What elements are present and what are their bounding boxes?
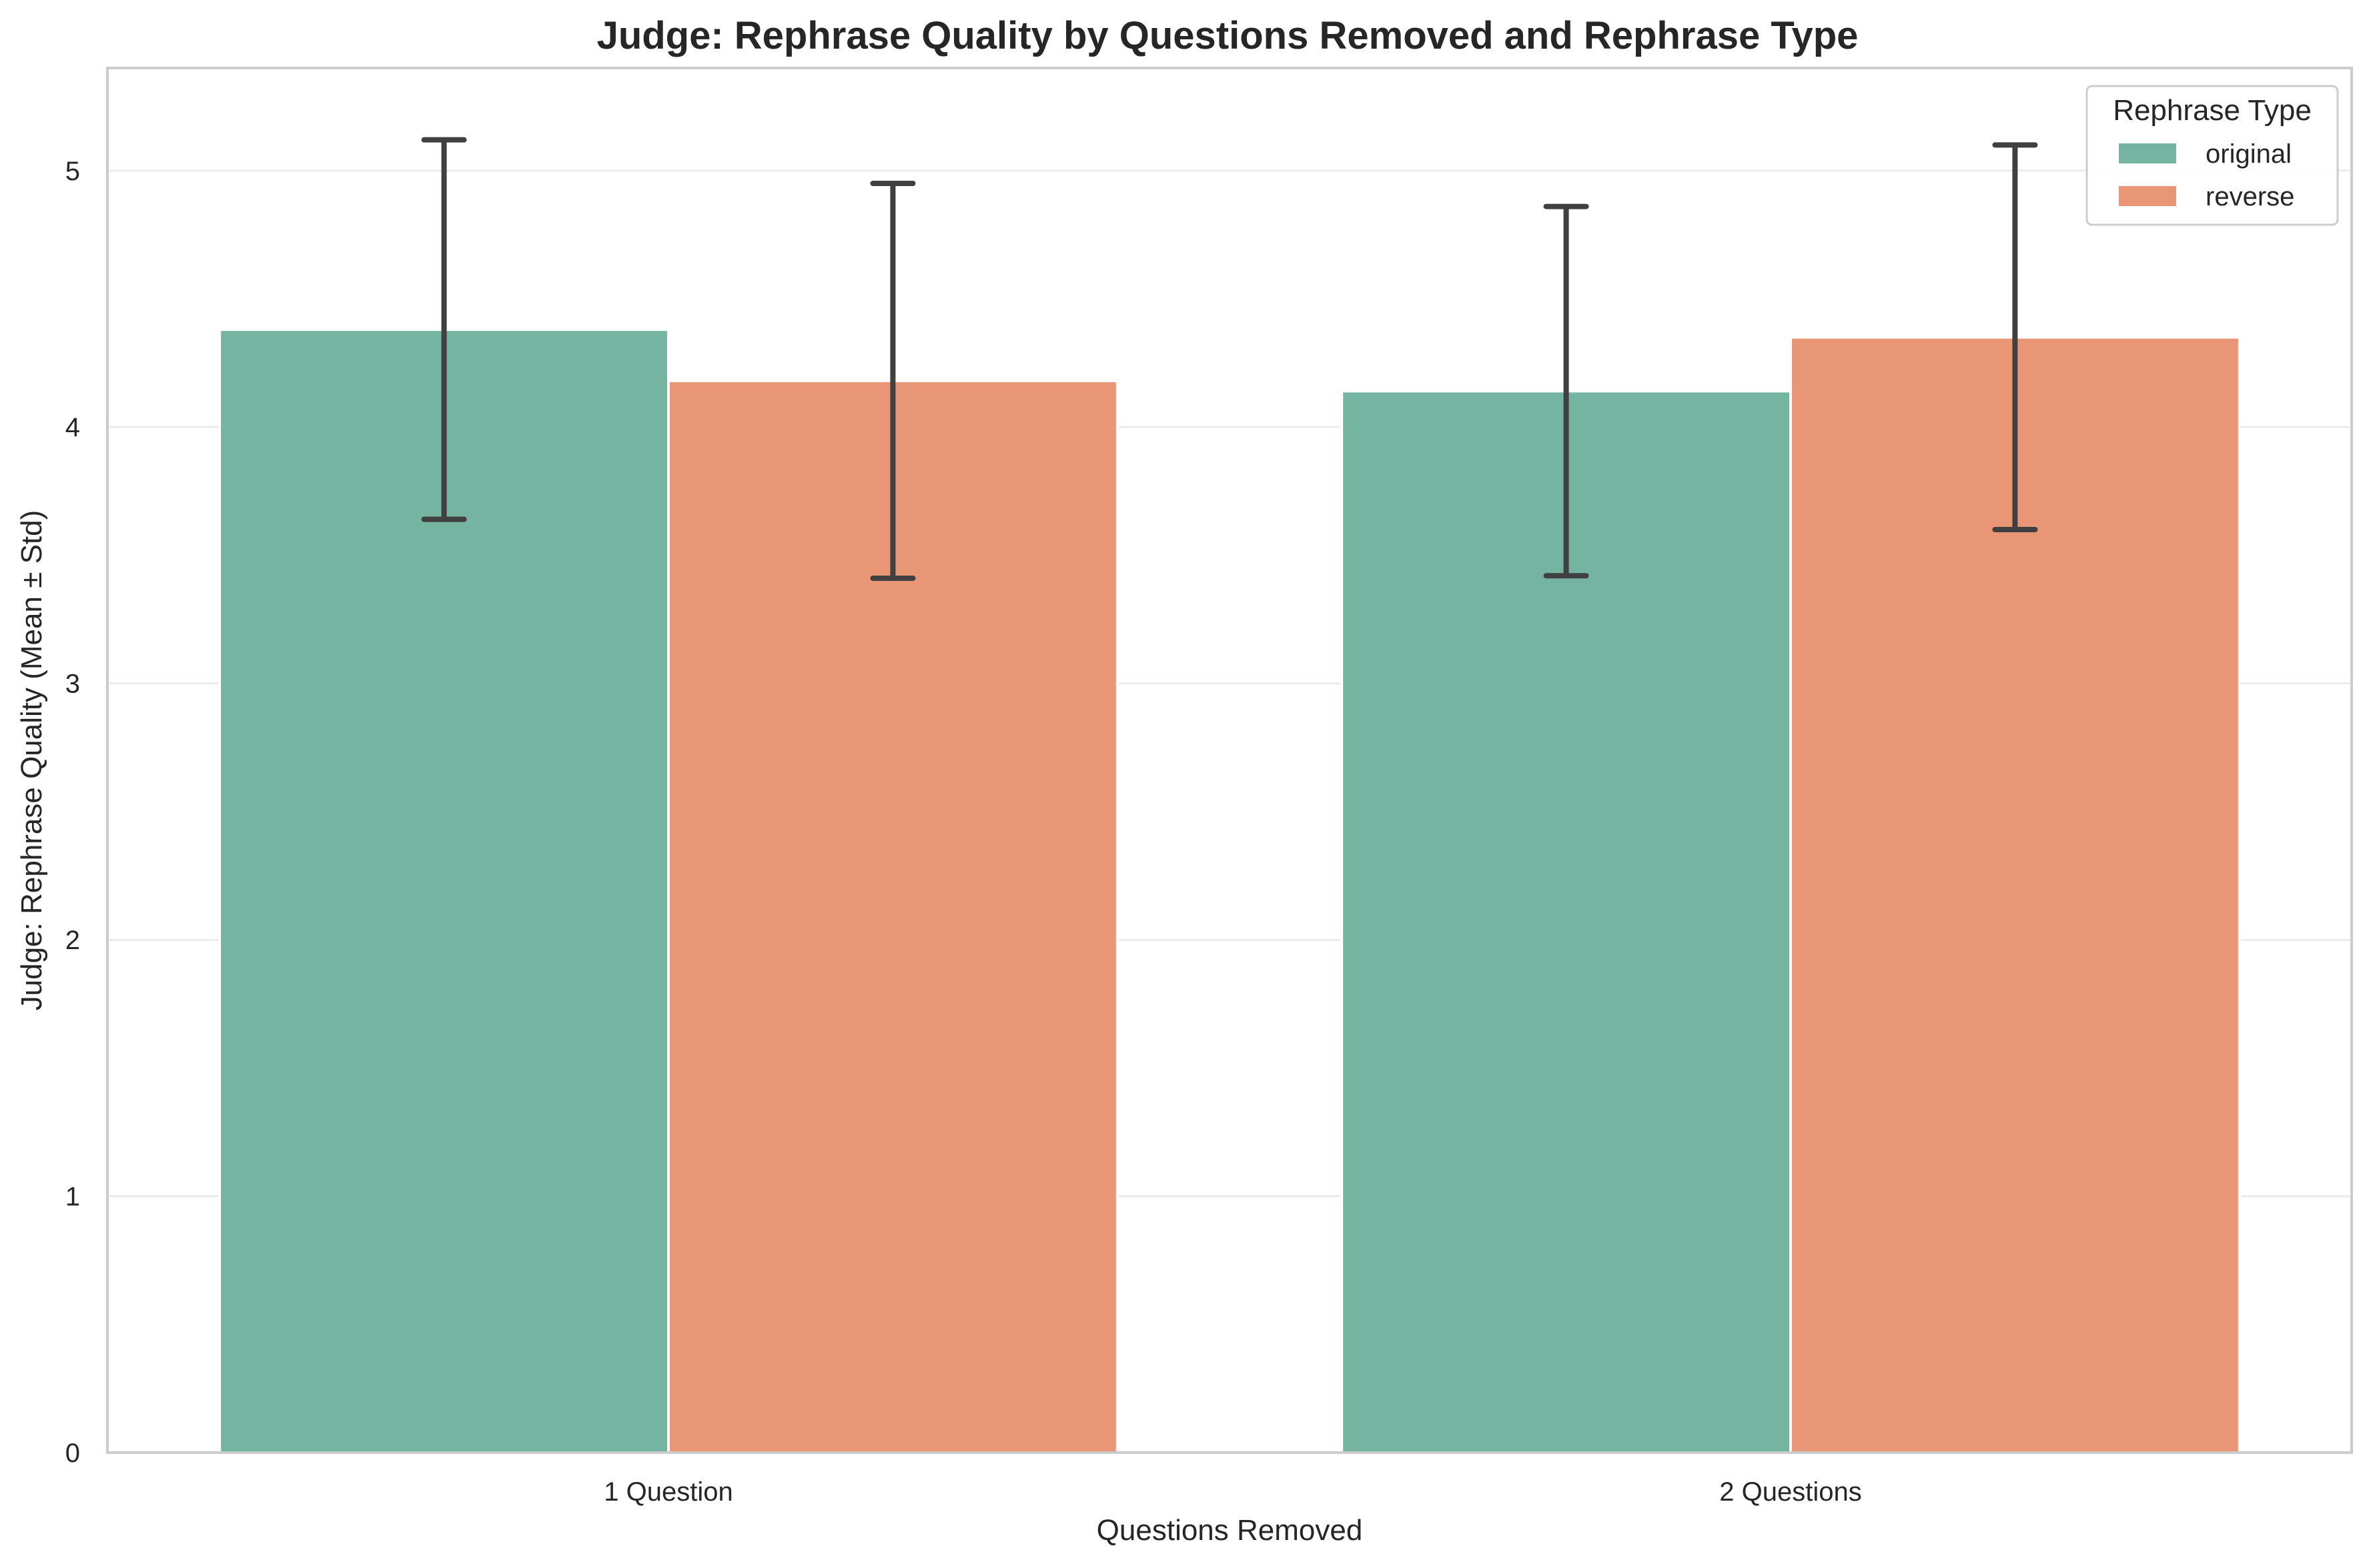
- bar-reverse-2: [1789, 335, 2241, 1455]
- y-tick-label: 4: [65, 413, 80, 442]
- chart-title: Judge: Rephrase Quality by Questions Rem…: [597, 14, 1859, 57]
- error-bar-original-2: [1543, 203, 1589, 579]
- x-tick-label: 1 Question: [604, 1477, 733, 1507]
- legend: Rephrase Type original reverse: [2085, 85, 2339, 226]
- error-bar-reverse-2: [1992, 142, 2038, 532]
- y-axis-ticks: 0 1 2 3 4 5: [65, 157, 80, 1468]
- legend-label-original: original: [2206, 139, 2292, 169]
- legend-items: original reverse: [2119, 139, 2294, 211]
- x-axis-label: Questions Removed: [1097, 1514, 1363, 1547]
- y-tick-label: 5: [65, 157, 80, 186]
- y-tick-label: 3: [65, 670, 80, 699]
- x-tick-label: 2 Questions: [1719, 1477, 1861, 1507]
- plot-frame: [106, 67, 2353, 1454]
- legend-swatch-reverse: [2119, 186, 2176, 206]
- y-axis-label: Judge: Rephrase Quality (Mean ± Std): [15, 510, 48, 1011]
- y-tick-label: 2: [65, 926, 80, 955]
- legend-swatch-original: [2119, 143, 2176, 163]
- x-axis-ticks: 1 Question 2 Questions: [604, 1477, 1861, 1507]
- legend-label-reverse: reverse: [2206, 182, 2294, 211]
- y-tick-label: 0: [65, 1439, 80, 1468]
- error-bar-reverse-1: [870, 181, 916, 582]
- y-tick-label: 1: [65, 1183, 80, 1212]
- error-bar-original-1: [421, 137, 467, 522]
- legend-title: Rephrase Type: [2113, 94, 2312, 127]
- error-bars: [421, 137, 2038, 582]
